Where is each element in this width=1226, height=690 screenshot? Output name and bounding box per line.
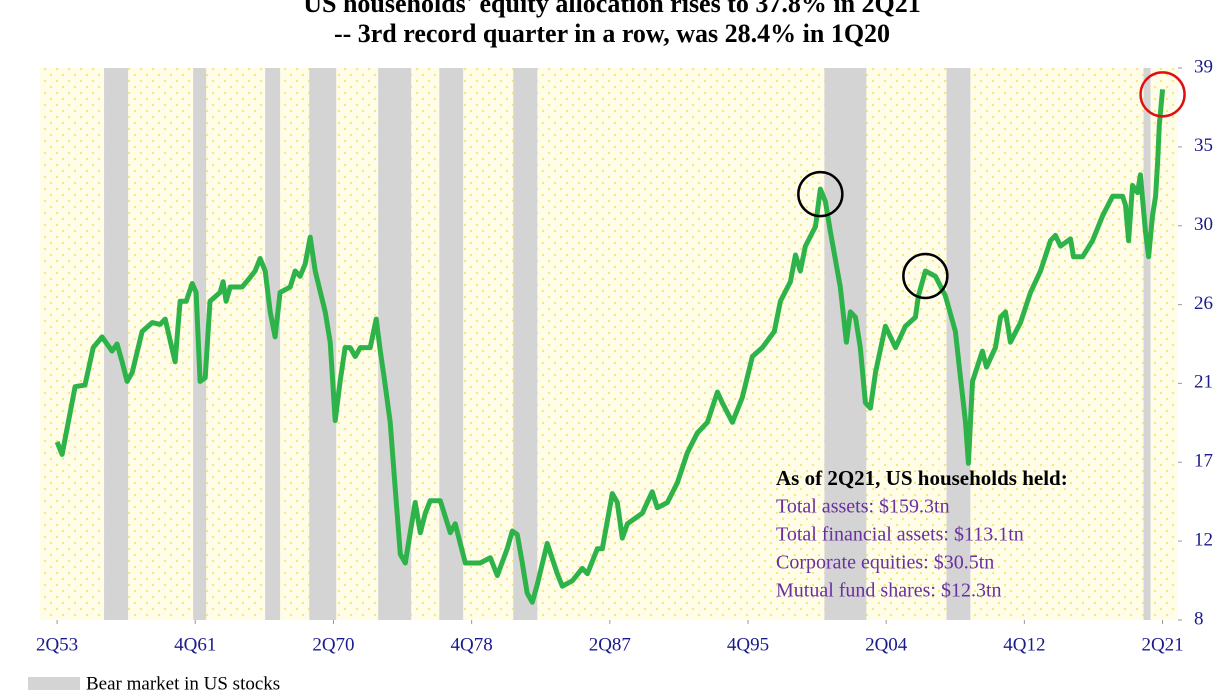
note-line: Total financial assets: $113.1tn <box>776 524 1024 546</box>
chart-subtitle: -- 3rd record quarter in a row, was 28.4… <box>334 19 890 48</box>
y-tick-label: 30 <box>1194 214 1213 235</box>
highlight-circle <box>902 252 949 300</box>
bear-market-band <box>265 68 281 620</box>
bear-market-band <box>513 68 538 620</box>
y-tick-label: 8 <box>1194 608 1204 629</box>
y-tick-label: 39 <box>1194 56 1213 77</box>
legend-label: Bear market in US stocks <box>86 673 280 690</box>
x-tick-label: 2Q70 <box>312 634 354 655</box>
note-line: Mutual fund shares: $12.3tn <box>776 580 1002 602</box>
x-tick-label: 2Q87 <box>589 634 631 655</box>
x-tick-label: 2Q53 <box>36 634 78 655</box>
note-title: As of 2Q21, US households held: <box>776 466 1068 490</box>
x-tick-label: 4Q61 <box>174 634 216 655</box>
series-line <box>54 89 1166 605</box>
x-tick-label: 4Q12 <box>1003 634 1045 655</box>
y-tick-label: 26 <box>1194 293 1213 314</box>
bear-market-band <box>1143 68 1151 620</box>
x-tick-label: 2Q21 <box>1141 634 1183 655</box>
y-tick-label: 35 <box>1194 135 1213 156</box>
highlight-circle <box>797 170 844 218</box>
bear-market-band <box>439 68 464 620</box>
bear-market-band <box>378 68 412 620</box>
note-line: Total assets: $159.3tn <box>776 496 950 518</box>
legend-swatch <box>28 677 80 690</box>
x-tick-label: 4Q95 <box>727 634 769 655</box>
y-tick-label: 21 <box>1194 372 1213 393</box>
highlight-circle <box>1139 71 1186 118</box>
x-tick-label: 4Q78 <box>451 634 493 655</box>
x-tick-label: 2Q04 <box>865 634 908 655</box>
plot-area <box>40 68 1178 620</box>
y-tick-label: 12 <box>1194 529 1213 550</box>
note-line: Corporate equities: $30.5tn <box>776 552 994 574</box>
chart-title: US households' equity allocation rises t… <box>303 0 921 18</box>
y-tick-label: 17 <box>1194 451 1213 472</box>
